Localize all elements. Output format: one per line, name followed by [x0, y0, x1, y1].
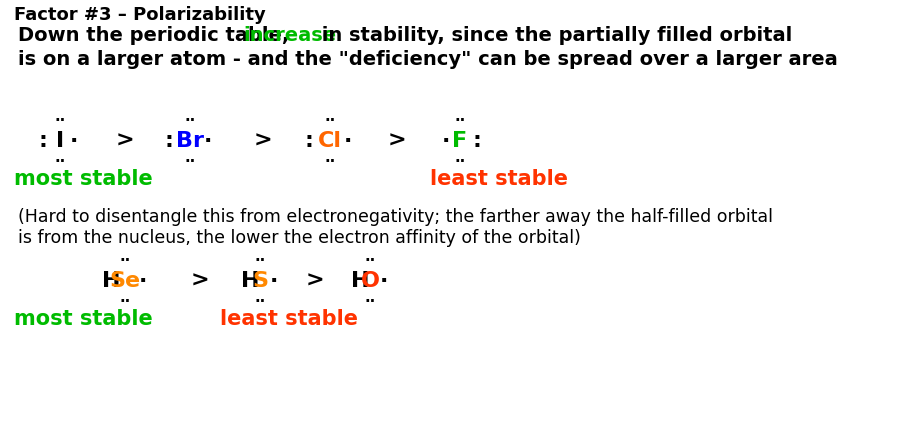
Text: most stable: most stable: [14, 169, 153, 189]
Text: ··: ··: [364, 294, 376, 309]
Text: least stable: least stable: [220, 309, 358, 329]
Text: ··: ··: [119, 253, 131, 268]
Text: F: F: [452, 131, 468, 151]
Text: in stability, since the partially filled orbital: in stability, since the partially filled…: [315, 26, 793, 45]
Text: ··: ··: [454, 113, 466, 128]
Text: ··: ··: [54, 113, 65, 128]
Text: (Hard to disentangle this from electronegativity; the farther away the half-fill: (Hard to disentangle this from electrone…: [18, 208, 773, 226]
Text: >: >: [253, 131, 272, 151]
Text: ··: ··: [54, 154, 65, 169]
Text: ··: ··: [119, 294, 131, 309]
Text: increase: increase: [243, 26, 336, 45]
Text: ·: ·: [70, 131, 78, 151]
Text: most stable: most stable: [14, 309, 153, 329]
Text: >: >: [388, 131, 406, 151]
Text: ··: ··: [364, 253, 376, 268]
Text: ··: ··: [184, 154, 195, 169]
Text: >: >: [115, 131, 134, 151]
Text: ··: ··: [254, 253, 266, 268]
Text: ·: ·: [380, 271, 389, 291]
Text: ··: ··: [324, 154, 336, 169]
Text: :: :: [38, 131, 47, 151]
Text: Factor #3 – Polarizability: Factor #3 – Polarizability: [14, 6, 266, 24]
Text: Down the periodic table,: Down the periodic table,: [18, 26, 296, 45]
Text: :: :: [164, 131, 173, 151]
Text: H: H: [350, 271, 370, 291]
Text: Br: Br: [176, 131, 204, 151]
Text: ··: ··: [184, 113, 195, 128]
Text: least stable: least stable: [430, 169, 568, 189]
Text: ·: ·: [442, 131, 450, 151]
Text: is from the nucleus, the lower the electron affinity of the orbital): is from the nucleus, the lower the elect…: [18, 229, 581, 247]
Text: ·: ·: [203, 131, 212, 151]
Text: >: >: [191, 271, 210, 291]
Text: ·: ·: [344, 131, 352, 151]
Text: ··: ··: [324, 113, 336, 128]
Text: I: I: [56, 131, 64, 151]
Text: Cl: Cl: [318, 131, 342, 151]
Text: Se: Se: [110, 271, 141, 291]
Text: is on a larger atom - and the "deficiency" can be spread over a larger area: is on a larger atom - and the "deficienc…: [18, 50, 838, 69]
Text: ·: ·: [270, 271, 278, 291]
Text: ·: ·: [139, 271, 147, 291]
Text: H: H: [102, 271, 120, 291]
Text: :: :: [472, 131, 481, 151]
Text: H: H: [241, 271, 260, 291]
Text: O: O: [360, 271, 380, 291]
Text: ··: ··: [454, 154, 466, 169]
Text: >: >: [306, 271, 324, 291]
Text: S: S: [252, 271, 268, 291]
Text: ··: ··: [254, 294, 266, 309]
Text: :: :: [304, 131, 313, 151]
